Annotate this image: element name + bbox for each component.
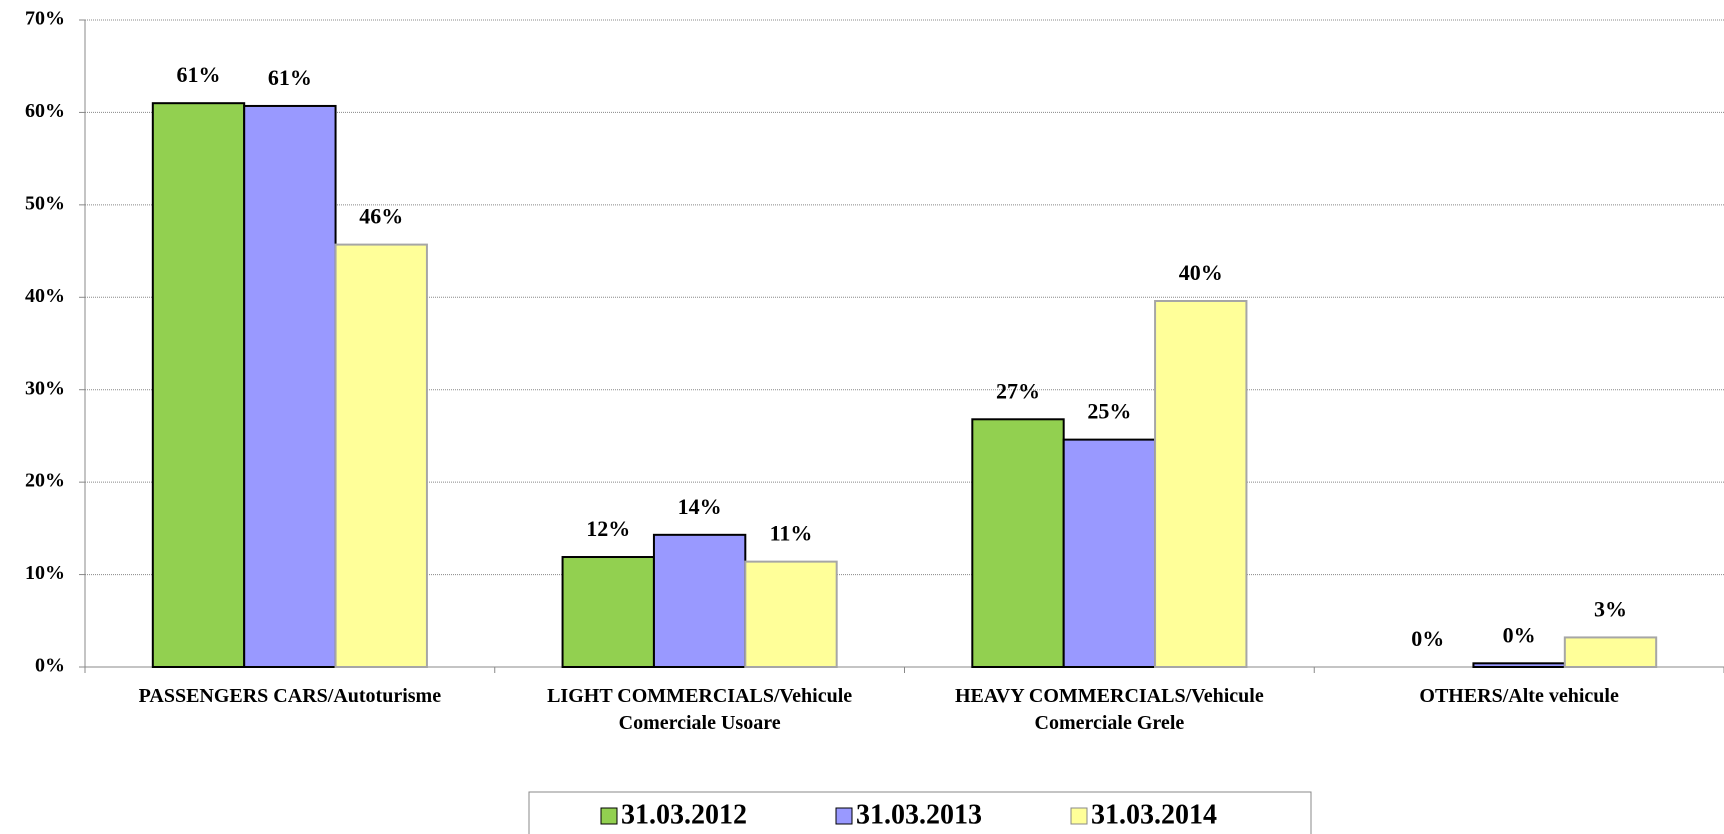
data-label: 61% (177, 62, 221, 87)
y-tick-label: 50% (25, 192, 65, 214)
legend-label: 31.03.2013 (856, 799, 982, 830)
bar (334, 243, 428, 668)
bar (652, 533, 747, 668)
legend-marker (1070, 807, 1088, 825)
legend-box (528, 791, 1312, 834)
legend-label: 31.03.2012 (621, 799, 747, 830)
bar (1154, 299, 1248, 668)
data-label: 40% (1179, 260, 1223, 285)
bar (243, 104, 337, 669)
bar (151, 102, 246, 668)
data-label: 46% (359, 204, 403, 229)
x-tick-label: LIGHT COMMERCIALS/Vehicule Comerciale Us… (547, 685, 853, 734)
data-label: 27% (996, 378, 1040, 403)
bar (971, 418, 1065, 669)
data-label: 12% (586, 516, 630, 541)
data-label: 61% (268, 65, 312, 90)
legend-marker (600, 807, 618, 825)
data-label: 14% (678, 494, 722, 519)
y-tick-label: 0% (35, 655, 65, 677)
data-label: 0% (1411, 626, 1444, 651)
y-tick-label: 60% (25, 100, 65, 122)
x-tick-label: OTHERS/Alte vehicule (1419, 685, 1619, 707)
bar (1472, 662, 1566, 668)
y-tick-label: 30% (25, 377, 65, 399)
legend-marker (835, 807, 853, 825)
data-label: 11% (770, 521, 813, 546)
y-tick-label: 70% (25, 8, 65, 30)
data-label: 0% (1503, 622, 1536, 647)
y-tick-label: 40% (25, 285, 65, 307)
data-label: 25% (1087, 399, 1131, 424)
data-label: 3% (1594, 596, 1627, 621)
bar (561, 556, 655, 669)
bar (744, 560, 838, 668)
y-tick-label: 20% (25, 470, 65, 492)
x-tick-label: PASSENGERS CARS/Autoturisme (138, 685, 442, 707)
y-tick-label: 10% (25, 562, 65, 584)
legend-label: 31.03.2014 (1091, 799, 1217, 830)
bar (1062, 438, 1157, 668)
bar (1563, 636, 1658, 668)
x-tick-label: HEAVY COMMERCIALS/Vehicule Comerciale Gr… (955, 685, 1264, 734)
